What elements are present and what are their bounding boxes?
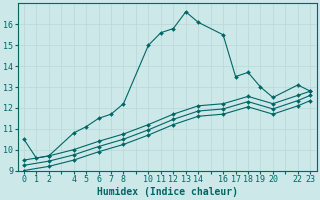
X-axis label: Humidex (Indice chaleur): Humidex (Indice chaleur) bbox=[97, 186, 237, 197]
